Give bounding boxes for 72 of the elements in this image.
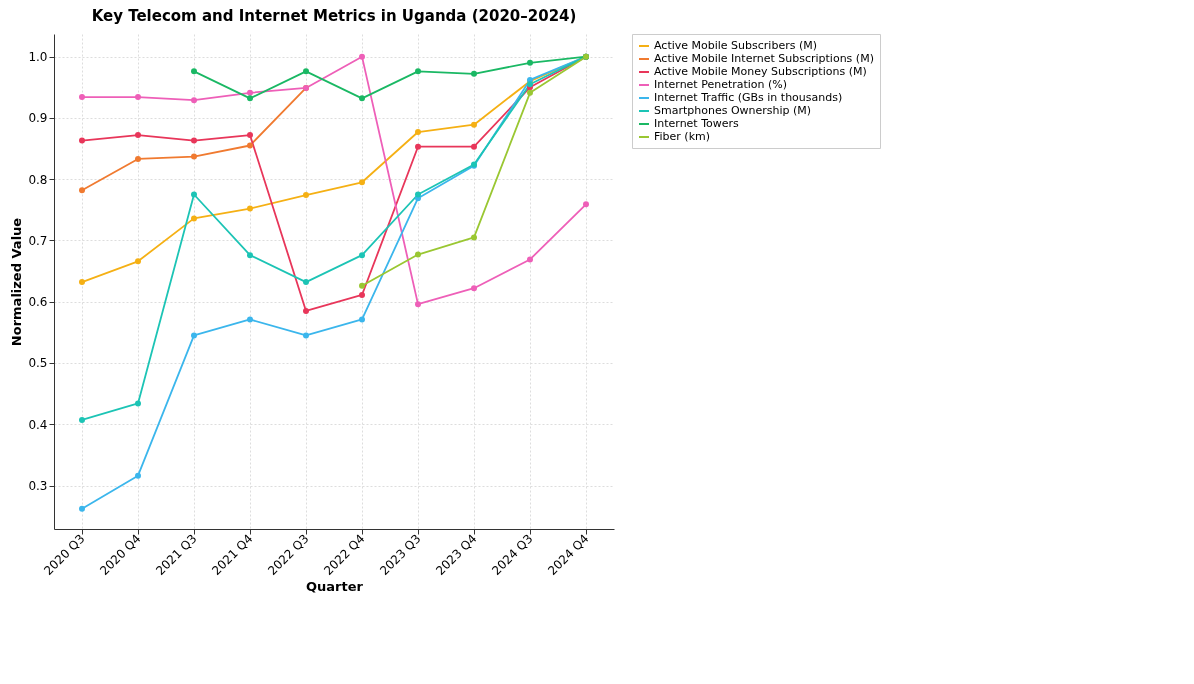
point [135, 258, 141, 265]
point [471, 70, 477, 77]
legend-label: Active Mobile Internet Subscriptions (M) [654, 52, 874, 65]
point [359, 282, 365, 289]
legend-label: Internet Penetration (%) [654, 78, 788, 91]
y-tick-label: 1.0 [28, 50, 48, 65]
point [191, 191, 197, 198]
x-axis-title: Quarter [306, 579, 364, 595]
point [415, 251, 421, 258]
point [303, 279, 309, 286]
point [247, 142, 253, 149]
point [527, 256, 533, 263]
point [303, 192, 309, 199]
point [79, 505, 85, 512]
point [135, 400, 141, 407]
point [527, 59, 533, 66]
point [471, 143, 477, 150]
point [415, 143, 421, 150]
point [79, 94, 85, 101]
point [247, 132, 253, 139]
point [191, 68, 197, 75]
point [191, 332, 197, 339]
point [79, 416, 85, 423]
y-tick-label: 0.7 [28, 233, 48, 248]
point [135, 132, 141, 139]
point [471, 234, 477, 241]
point [471, 121, 477, 128]
point [527, 89, 533, 96]
point [359, 179, 365, 186]
y-axis-title: Normalized Value [9, 217, 25, 347]
point [79, 279, 85, 286]
point [583, 201, 589, 208]
legend-label: Active Mobile Subscribers (M) [654, 39, 817, 52]
point [135, 94, 141, 101]
legend-label: Smartphones Ownership (M) [654, 104, 812, 117]
point [303, 332, 309, 339]
point [303, 68, 309, 75]
y-tick-label: 0.5 [28, 356, 48, 371]
point [359, 53, 365, 60]
point [359, 95, 365, 102]
y-tick-label: 0.3 [28, 479, 48, 493]
point [247, 89, 253, 96]
point [303, 307, 309, 314]
point [247, 205, 253, 212]
legend-label: Active Mobile Money Subscriptions (M) [654, 65, 867, 78]
point [359, 291, 365, 298]
point [415, 68, 421, 75]
point [247, 95, 253, 102]
point [191, 215, 197, 222]
point [415, 191, 421, 198]
y-tick-label: 0.6 [28, 295, 48, 310]
y-tick-label: 0.8 [28, 172, 48, 187]
legend-label: Internet Traffic (GBs in thousands) [654, 91, 843, 104]
point [191, 137, 197, 144]
point [415, 129, 421, 136]
point [247, 252, 253, 259]
point [359, 316, 365, 323]
y-tick-label: 0.9 [28, 111, 48, 126]
point [359, 252, 365, 259]
point [471, 285, 477, 292]
legend-label: Fiber (km) [654, 130, 711, 143]
point [79, 137, 85, 144]
point [135, 155, 141, 162]
point [191, 153, 197, 160]
point [191, 97, 197, 104]
y-tick-label: 0.4 [28, 417, 48, 432]
point [135, 472, 141, 479]
point [247, 316, 253, 323]
legend-label: Internet Towers [654, 117, 740, 130]
point [415, 301, 421, 308]
point [79, 187, 85, 194]
chart-title: Key Telecom and Internet Metrics in Uganda (2020–2024) [91, 6, 577, 25]
